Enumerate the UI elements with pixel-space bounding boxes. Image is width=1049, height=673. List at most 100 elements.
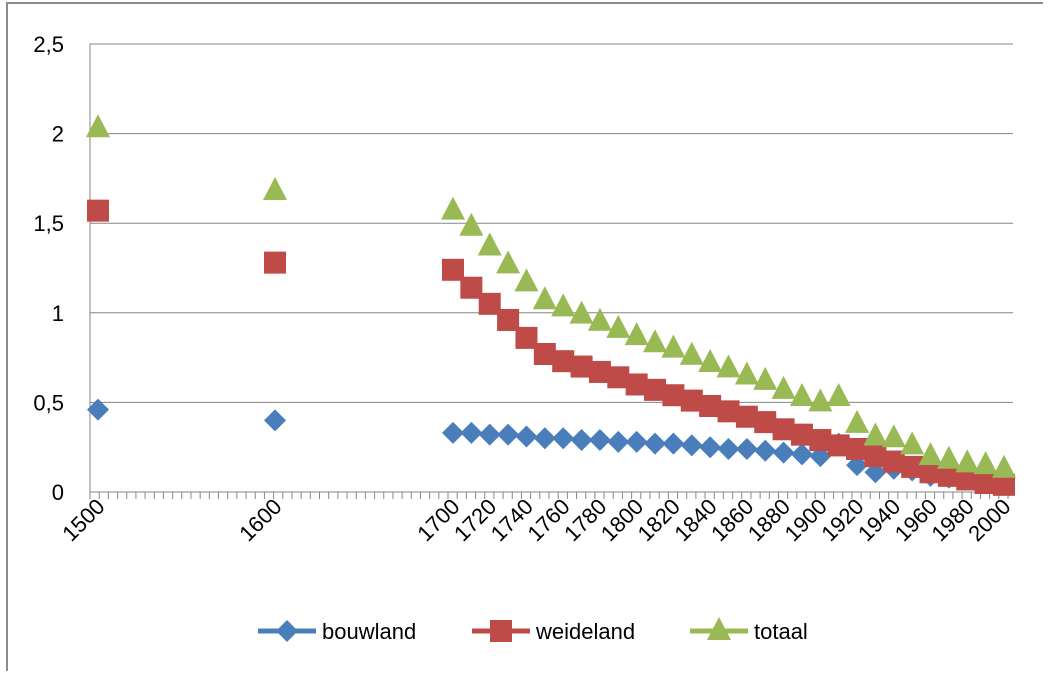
weideland-point bbox=[846, 437, 869, 460]
totaal-point bbox=[734, 361, 759, 385]
totaal-point bbox=[771, 375, 796, 399]
legend-marker bbox=[276, 620, 298, 642]
weideland-point bbox=[264, 251, 286, 274]
bouwland-point bbox=[625, 430, 648, 453]
legend-label: totaal bbox=[754, 619, 808, 644]
legend-marker bbox=[707, 617, 731, 640]
bouwland-point bbox=[442, 421, 464, 444]
bouwland-point bbox=[570, 429, 593, 452]
weideland-point bbox=[735, 405, 758, 428]
bouwland-point bbox=[662, 432, 685, 455]
series-weideland bbox=[87, 199, 1015, 496]
legend-item-bouwland: bouwland bbox=[258, 619, 416, 644]
x-tick-label: 1500 bbox=[57, 494, 109, 546]
legend-item-totaal: totaal bbox=[690, 617, 808, 644]
weideland-point bbox=[515, 326, 538, 349]
totaal-point bbox=[863, 422, 888, 446]
weideland-point bbox=[87, 199, 109, 222]
axes bbox=[89, 44, 1013, 499]
bouwland-point bbox=[552, 427, 575, 450]
weideland-point bbox=[937, 464, 960, 487]
totaal-point bbox=[551, 293, 576, 317]
totaal-point bbox=[263, 176, 287, 200]
weideland-point bbox=[827, 434, 850, 457]
weideland-point bbox=[956, 468, 979, 491]
bouwland-point bbox=[680, 434, 703, 457]
weideland-point bbox=[699, 394, 722, 417]
bouwland-point bbox=[264, 409, 286, 432]
weideland-point bbox=[460, 276, 483, 299]
y-tick-label: 1 bbox=[52, 301, 64, 326]
bouwland-point bbox=[735, 437, 758, 460]
weideland-point bbox=[478, 292, 501, 315]
totaal-point bbox=[973, 451, 998, 475]
y-tick-label: 0,5 bbox=[33, 390, 64, 415]
data-marks bbox=[86, 114, 1016, 496]
legend-label: bouwland bbox=[322, 619, 416, 644]
weideland-point bbox=[754, 411, 777, 434]
bouwland-point bbox=[717, 437, 740, 460]
weideland-point bbox=[625, 373, 648, 396]
totaal-point bbox=[496, 250, 521, 274]
totaal-point bbox=[587, 307, 612, 331]
totaal-point bbox=[661, 334, 686, 358]
totaal-point bbox=[86, 114, 110, 138]
weideland-point bbox=[919, 461, 942, 484]
bouwland-point bbox=[515, 425, 538, 448]
totaal-point bbox=[698, 348, 723, 372]
x-tick-label: 1600 bbox=[234, 494, 286, 546]
weideland-point bbox=[717, 400, 740, 423]
totaal-point bbox=[459, 212, 484, 236]
weideland-point bbox=[864, 445, 887, 468]
y-tick-label: 2 bbox=[52, 122, 64, 147]
weideland-point bbox=[588, 360, 611, 383]
legend-label: weideland bbox=[535, 619, 635, 644]
weideland-point bbox=[497, 308, 520, 331]
totaal-point bbox=[441, 196, 465, 220]
bouwland-point bbox=[478, 423, 501, 446]
totaal-point bbox=[845, 409, 870, 433]
bouwland-point bbox=[772, 441, 795, 464]
y-tick-labels: 0 0,5 1 1,5 2 2,5 bbox=[33, 32, 64, 505]
bouwland-point bbox=[588, 429, 611, 452]
totaal-point bbox=[624, 322, 649, 346]
totaal-point bbox=[606, 314, 631, 338]
totaal-point bbox=[955, 449, 980, 473]
totaal-point bbox=[992, 454, 1016, 478]
x-tick-label: 2000 bbox=[963, 494, 1015, 546]
bouwland-point bbox=[699, 436, 722, 459]
legend-marker bbox=[490, 620, 512, 642]
totaal-point bbox=[936, 445, 961, 469]
weideland-point bbox=[993, 473, 1015, 496]
totaal-point bbox=[826, 383, 851, 407]
weideland-point bbox=[533, 343, 556, 366]
totaal-point bbox=[514, 268, 539, 292]
bouwland-point bbox=[533, 427, 556, 450]
totaal-point bbox=[753, 366, 778, 390]
bouwland-point bbox=[644, 432, 667, 455]
totaal-point bbox=[716, 354, 741, 378]
weideland-point bbox=[772, 418, 795, 441]
weideland-point bbox=[882, 450, 905, 473]
weideland-point bbox=[442, 258, 464, 281]
totaal-point bbox=[881, 424, 906, 448]
gridlines bbox=[90, 43, 1013, 403]
weideland-point bbox=[974, 472, 997, 495]
weideland-point bbox=[570, 355, 593, 378]
totaal-point bbox=[918, 442, 943, 466]
legend-item-weideland: weideland bbox=[472, 619, 635, 644]
totaal-point bbox=[477, 232, 502, 256]
bouwland-point bbox=[460, 421, 483, 444]
weideland-point bbox=[790, 423, 813, 446]
totaal-point bbox=[789, 383, 814, 407]
weideland-point bbox=[607, 366, 630, 389]
bouwland-point bbox=[87, 398, 109, 421]
y-tick-label: 2,5 bbox=[33, 32, 64, 57]
totaal-point bbox=[679, 341, 704, 365]
weideland-point bbox=[901, 455, 924, 478]
totaal-point bbox=[900, 431, 925, 455]
totaal-point bbox=[569, 300, 594, 324]
bouwland-point bbox=[607, 430, 630, 453]
totaal-point bbox=[808, 388, 833, 412]
